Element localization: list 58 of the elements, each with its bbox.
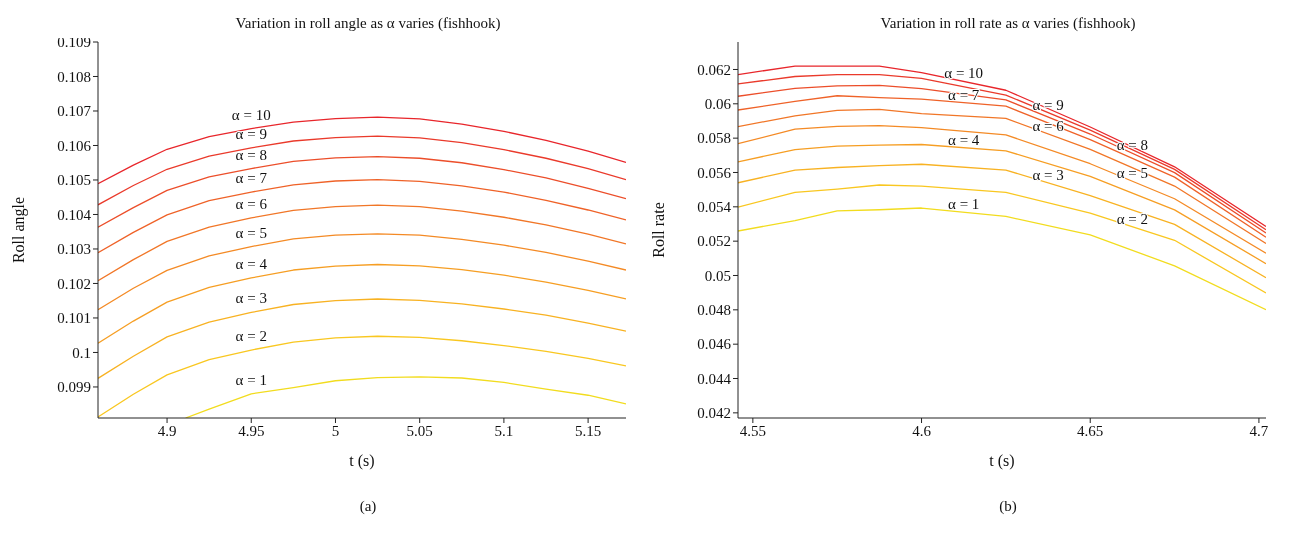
y-tick-label: 0.062 (697, 61, 731, 78)
line-series (738, 163, 1266, 279)
x-tick-label: 4.7 (1249, 422, 1269, 439)
series-label: α = 10 (944, 65, 984, 82)
y-tick-label: 0.048 (697, 302, 731, 319)
series-label: α = 6 (235, 195, 268, 212)
y-tick-label: 0.058 (697, 130, 731, 147)
y-tick-label: 0.104 (57, 206, 92, 223)
y-tick-label: 0.05 (704, 267, 731, 284)
y-tick-label: 0.106 (57, 137, 92, 154)
series-label: α = 7 (235, 170, 268, 187)
x-axis-title: t (s) (349, 452, 375, 470)
y-tick-label: 0.109 (57, 34, 91, 51)
y-tick-label: 0.06 (704, 96, 732, 113)
y-tick-label: 0.101 (57, 310, 91, 327)
series-label: α = 5 (235, 224, 267, 241)
x-tick-label: 5.15 (574, 422, 602, 439)
line-series (738, 207, 1266, 311)
y-tick-label: 0.1 (72, 344, 91, 361)
y-tick-label: 0.108 (57, 68, 91, 85)
y-tick-label: 0.044 (697, 370, 732, 387)
y-axis-title: Roll rate (649, 202, 667, 258)
line-series (738, 184, 1266, 294)
x-tick-label: 5.05 (406, 422, 433, 439)
series-label: α = 4 (235, 255, 268, 272)
series-label: α = 9 (235, 125, 267, 142)
x-tick-label: 5.1 (494, 422, 514, 439)
text: (b) (998, 498, 1018, 515)
y-axis-title: Roll angle (9, 196, 28, 264)
y-tick-label: 0.105 (57, 172, 91, 189)
y-tick-label: 0.107 (57, 103, 92, 120)
y-tick-label: 0.099 (57, 379, 91, 396)
series-label: α = 2 (1116, 210, 1149, 227)
series-label: α = 4 (948, 131, 980, 148)
x-tick-label: 4.6 (912, 422, 932, 439)
y-tick-label: 0.054 (697, 199, 732, 216)
series-label: α = 3 (1032, 166, 1064, 183)
x-tick-label: 4.95 (238, 422, 265, 439)
x-tick-label: 5 (331, 422, 340, 439)
x-tick-label: 4.9 (157, 422, 177, 439)
chart-title: Variation in roll rate as α varies (fishhook) (879, 14, 1137, 33)
chart-title: Variation in roll angle as α varies (fishhook) (235, 15, 501, 31)
x-tick-label: 4.65 (1077, 422, 1104, 439)
series-label: α = 10 (231, 106, 271, 123)
y-tick-label: 0.052 (697, 233, 731, 250)
y-tick-label: 0.046 (697, 336, 732, 353)
y-tick-label: 0.056 (697, 164, 732, 181)
x-axis-title: t (s) (989, 452, 1015, 470)
y-tick-label: 0.102 (57, 275, 91, 292)
text: (a) (358, 498, 378, 515)
series-label: α = 8 (235, 146, 267, 163)
series-label: α = 3 (235, 290, 267, 307)
series-label: α = 2 (235, 328, 267, 345)
series-label: α = 1 (948, 196, 980, 213)
x-tick-label: 4.55 (739, 422, 766, 439)
y-tick-label: 0.103 (57, 241, 91, 258)
y-tick-label: 0.042 (697, 405, 731, 422)
series-label: α = 1 (235, 371, 267, 388)
